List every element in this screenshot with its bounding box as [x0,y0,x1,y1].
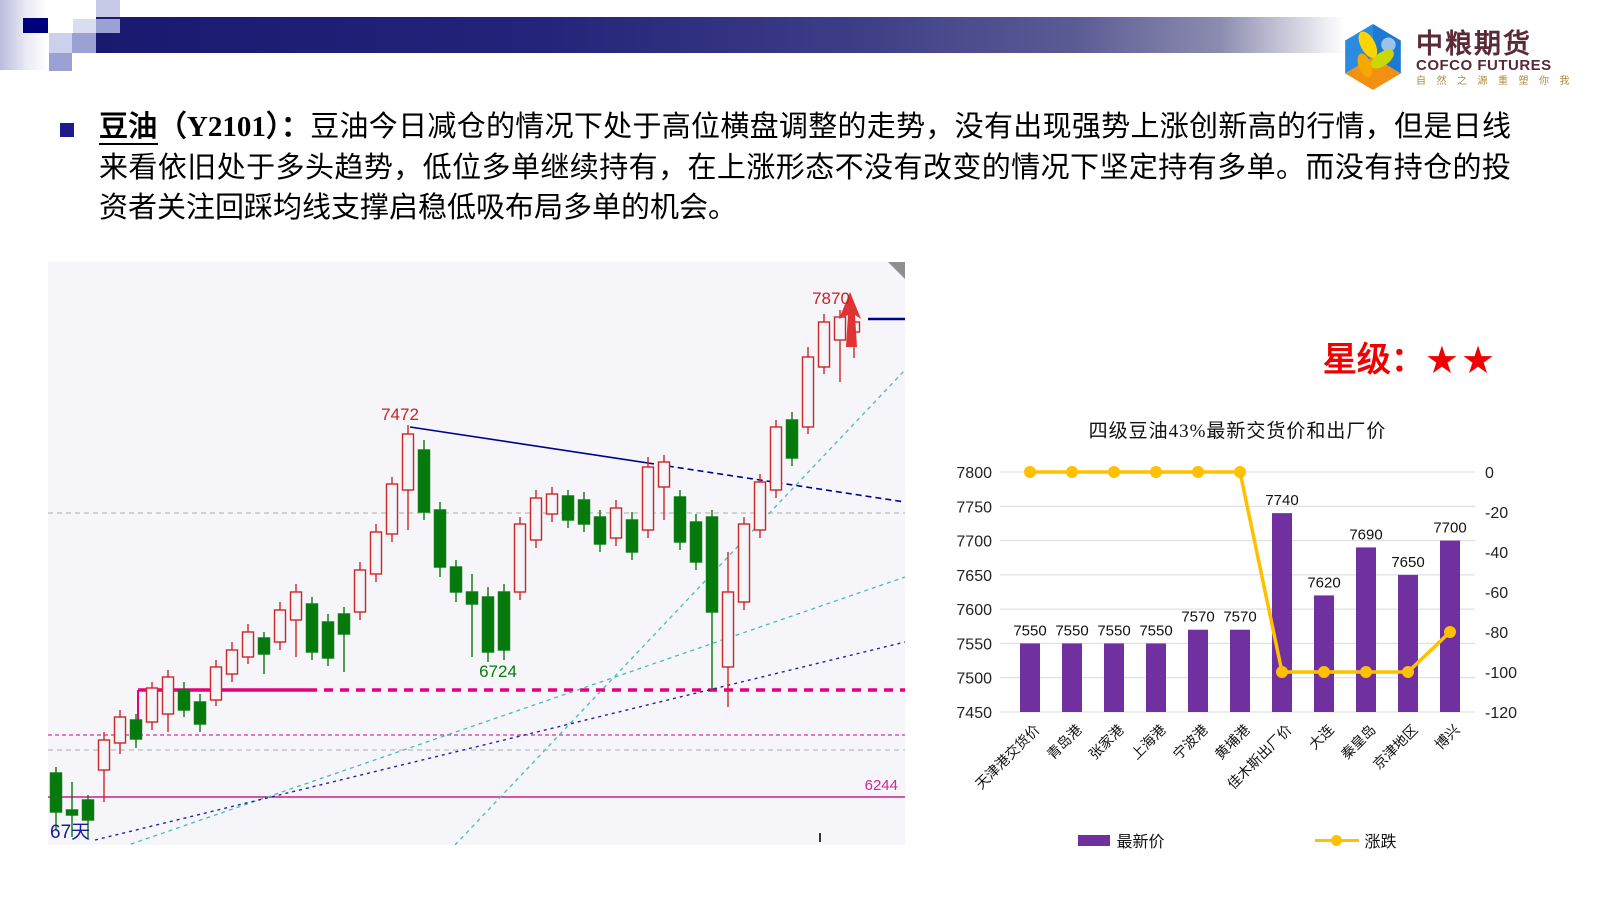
candlestick-chart: 7870 7472 6724 6244 67天 [48,262,905,845]
commentary-title-rest: （Y2101）： [157,111,311,143]
svg-text:7740: 7740 [1265,492,1298,509]
star-rating-label: 星级： [1322,342,1425,379]
cofco-logo-icon [1340,22,1406,95]
svg-text:7750: 7750 [956,499,992,516]
deco-square [23,18,48,33]
svg-text:7472: 7472 [381,405,419,424]
price-bar-chart: 四级豆油43%最新交货价和出厂价 7800 7750 7700 7650 7600 755… [930,410,1560,870]
logo-title: 中粮期货 [1416,28,1532,59]
svg-text:-20: -20 [1485,505,1508,522]
svg-text:6244: 6244 [865,777,898,794]
logo-subtitle: COFCO FUTURES [1416,57,1552,75]
svg-text:7570: 7570 [1223,609,1256,626]
svg-text:-60: -60 [1485,585,1508,602]
svg-text:-100: -100 [1485,665,1517,682]
commentary-title: 豆油 [99,111,158,145]
svg-text:7550: 7550 [1097,622,1130,639]
deco-square [73,19,96,33]
svg-text:-120: -120 [1485,705,1517,722]
legend-item-line: 涨跌 [1314,828,1397,852]
deco-square [72,33,96,53]
svg-text:7550: 7550 [1055,622,1088,639]
legend-line-label: 涨跌 [1364,834,1397,851]
header-gradient-block [0,0,47,70]
deco-square [49,33,72,53]
svg-text:7570: 7570 [1181,609,1214,626]
commentary-text: 豆油（Y2101）：豆油今日减仓的情况下处于高位横盘调整的走势，没有出现强势上涨… [99,107,1511,229]
deco-square [49,53,72,71]
svg-text:7700: 7700 [1433,520,1466,537]
star-icons: ★★ [1424,340,1498,382]
deco-square [96,19,120,33]
cofco-logo: 中粮期货 COFCO FUTURES 自 然 之 源 重 塑 你 我 [1340,22,1574,95]
deco-square [96,0,120,17]
svg-text:7550: 7550 [956,636,992,653]
candlestick-svg: 7870 7472 6724 6244 67天 [48,262,905,845]
svg-text:7650: 7650 [1391,554,1424,571]
commentary-body: 豆油今日减仓的情况下处于高位横盘调整的走势，没有出现强势上涨创新高的行情，但是日… [99,111,1511,224]
header-bar [96,17,1345,53]
bullet-marker [60,123,74,137]
svg-text:-40: -40 [1485,545,1508,562]
svg-text:7620: 7620 [1307,574,1340,591]
svg-text:0: 0 [1485,465,1494,482]
svg-text:7550: 7550 [1139,622,1172,639]
svg-text:7550: 7550 [1013,622,1046,639]
bar-chart-legend: 最新价 涨跌 [930,828,1545,852]
logo-tagline: 自 然 之 源 重 塑 你 我 [1416,75,1574,87]
svg-text:7700: 7700 [956,534,992,551]
svg-text:-80: -80 [1485,625,1508,642]
legend-item-bar: 最新价 [1078,828,1165,852]
svg-text:7600: 7600 [956,602,992,619]
legend-bar-swatch-icon [1078,834,1111,846]
star-rating: 星级：★★ [1305,332,1515,383]
svg-text:7690: 7690 [1349,526,1382,543]
svg-text:67天: 67天 [50,822,90,843]
bar-chart-svg: 7800 7750 7700 7650 7600 7550 7500 7450 0 -20 -40 -… [956,465,1517,722]
legend-bar-label: 最新价 [1116,834,1165,851]
legend-line-swatch-icon [1314,834,1359,846]
svg-text:7870: 7870 [812,289,850,308]
svg-text:6724: 6724 [479,662,517,681]
svg-text:7450: 7450 [956,705,992,722]
svg-text:7650: 7650 [956,568,992,585]
svg-text:7500: 7500 [956,671,992,688]
bar-chart-title: 四级豆油43%最新交货价和出厂价 [1088,421,1387,442]
svg-text:7800: 7800 [956,465,992,482]
